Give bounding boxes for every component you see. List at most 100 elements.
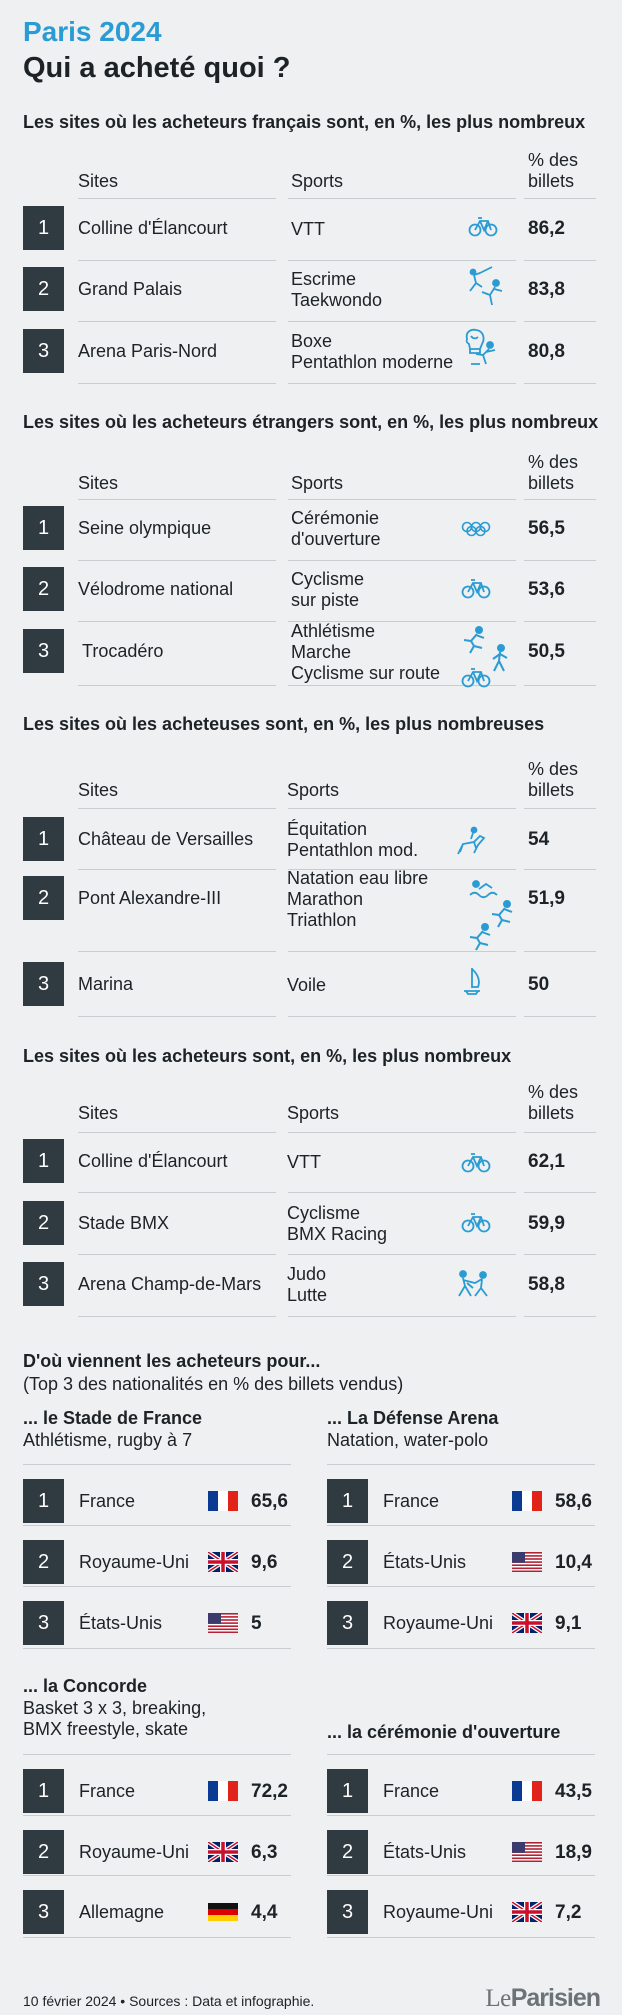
percent-value: 7,2: [555, 1902, 582, 1923]
country-name: Royaume-Uni: [79, 1552, 190, 1572]
rank-badge: 2: [23, 876, 64, 920]
row-divider: [524, 951, 596, 952]
row-divider: [524, 1254, 596, 1255]
percent-header-line1: % des: [528, 452, 579, 472]
row-divider: [78, 1132, 276, 1133]
country-name: États-Unis: [79, 1613, 163, 1633]
sport-name: Cyclisme: [291, 569, 365, 589]
flag-fr-icon: [512, 1781, 542, 1801]
column-header-percent: % des billets: [528, 1082, 578, 1124]
row-divider: [288, 1016, 516, 1017]
flag-fr-icon: [208, 1491, 238, 1511]
row-divider: [524, 383, 596, 384]
column-header-sites: Sites: [78, 780, 119, 800]
row-divider: [78, 1254, 276, 1255]
site-name: Vélodrome national: [78, 579, 234, 599]
percent-value: 83,8: [528, 279, 565, 300]
rank-badge: 3: [23, 1890, 64, 1934]
row-divider: [327, 1525, 595, 1526]
row-divider: [78, 1016, 276, 1017]
boxing-glove-icon: [462, 327, 488, 355]
percent-value: 80,8: [528, 341, 565, 362]
sports-list: Athlétisme Marche Cyclisme sur route: [291, 621, 440, 684]
taekwondo-icon: [476, 277, 506, 307]
percent-header-line1: % des: [528, 150, 579, 170]
site-name: Arena Champ-de-Mars: [78, 1274, 262, 1294]
row-divider: [78, 951, 276, 952]
column-header-sites: Sites: [78, 473, 119, 493]
pentathlon-icon: [468, 340, 498, 368]
row-divider: [23, 1937, 291, 1938]
sports-list: Voile: [287, 975, 326, 996]
swimmer-icon: [468, 878, 498, 900]
site-name: Grand Palais: [78, 279, 183, 299]
percent-value: 50: [528, 974, 550, 995]
section-title: Les sites où les acheteurs étrangers son…: [23, 412, 599, 432]
row-divider: [78, 808, 276, 809]
country-name: Royaume-Uni: [79, 1842, 190, 1862]
rank-badge: 3: [327, 1601, 368, 1645]
row-divider: [288, 383, 516, 384]
rank-badge: 2: [23, 567, 64, 611]
row-divider: [23, 1525, 291, 1526]
row-divider: [78, 560, 276, 561]
percent-value: 58,8: [528, 1274, 565, 1295]
percent-value: 59,9: [528, 1213, 565, 1234]
percent-header-line2: billets: [528, 1103, 575, 1123]
site-name: Arena Paris-Nord: [78, 341, 218, 361]
column-header-sports: Sports: [287, 780, 340, 800]
row-divider: [524, 1316, 596, 1317]
bike-icon: [461, 666, 491, 688]
row-divider: [327, 1754, 595, 1755]
percent-value: 18,9: [555, 1842, 592, 1863]
row-divider: [524, 1132, 596, 1133]
sport-name: Équitation: [287, 819, 368, 839]
row-divider: [23, 1875, 291, 1876]
row-divider: [524, 621, 596, 622]
judo-icon: [453, 1270, 493, 1298]
row-divider: [78, 869, 276, 870]
column-header-sites: Sites: [78, 1103, 119, 1123]
row-divider: [78, 621, 276, 622]
row-divider: [327, 1586, 595, 1587]
rank-badge: 2: [23, 1830, 64, 1874]
country-name: France: [383, 1781, 440, 1801]
row-divider: [23, 1815, 291, 1816]
row-divider: [23, 1648, 291, 1649]
row-divider: [288, 869, 516, 870]
country-name: Royaume-Uni: [383, 1902, 494, 1922]
bike-icon: [461, 1151, 491, 1173]
rank-badge: 1: [23, 817, 64, 861]
sport-name: Boxe: [291, 331, 333, 351]
sport-name: Triathlon: [287, 909, 357, 930]
row-divider: [78, 383, 276, 384]
row-divider: [524, 499, 596, 500]
venue-sports-note: BMX freestyle, skate: [23, 1719, 189, 1739]
percent-value: 5: [251, 1613, 262, 1634]
site-name: Seine olympique: [78, 518, 212, 538]
venue-title: ... La Défense Arena: [327, 1408, 499, 1428]
row-divider: [524, 321, 596, 322]
sports-list: VTT: [287, 1152, 321, 1173]
sports-list: Judo Lutte: [287, 1264, 327, 1306]
country-name: Royaume-Uni: [383, 1613, 494, 1633]
site-name: Château de Versailles: [78, 829, 254, 849]
percent-value: 62,1: [528, 1151, 565, 1172]
percent-header-line2: billets: [528, 780, 575, 800]
sport-name: Marche: [291, 641, 352, 662]
column-header-percent: % des billets: [528, 452, 578, 494]
percent-header-line2: billets: [528, 171, 575, 191]
percent-value: 53,6: [528, 579, 565, 600]
sport-name: sur piste: [291, 590, 360, 610]
row-divider: [524, 260, 596, 261]
country-name: États-Unis: [383, 1842, 467, 1862]
rank-badge: 3: [23, 329, 64, 373]
le-parisien-logo: LeParisien: [485, 1984, 601, 2012]
rank-badge: 1: [23, 1479, 64, 1523]
rank-badge: 1: [327, 1769, 368, 1813]
percent-header-line1: % des: [528, 1082, 579, 1102]
column-header-percent: % des billets: [528, 759, 578, 801]
sport-name: Cyclisme: [287, 1203, 361, 1223]
country-name: États-Unis: [383, 1552, 467, 1572]
site-name: Colline d'Élancourt: [78, 1151, 228, 1171]
